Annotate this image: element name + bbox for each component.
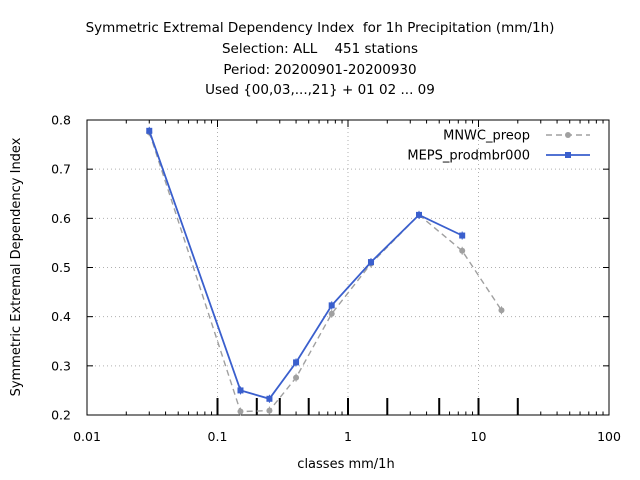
data-point bbox=[266, 407, 273, 414]
grid bbox=[87, 120, 609, 415]
data-point bbox=[498, 307, 505, 314]
y-tick-label: 0.4 bbox=[51, 309, 71, 324]
x-tick-label: 0.01 bbox=[73, 429, 101, 444]
data-point bbox=[328, 310, 335, 317]
chart-title-line-2: Selection: ALL 451 stations bbox=[221, 41, 419, 57]
data-point bbox=[237, 408, 244, 415]
x-axis-label: classes mm/1h bbox=[297, 457, 394, 472]
y-tick-label: 0.2 bbox=[51, 408, 71, 423]
data-point bbox=[293, 374, 300, 381]
y-axis-label: Symmetric Extremal Dependency Index bbox=[9, 137, 24, 396]
legend-label-1: MEPS_prodmbr000 bbox=[407, 149, 530, 164]
x-tick-label: 10 bbox=[471, 429, 487, 444]
data-point bbox=[237, 387, 244, 394]
chart-title-line-4: Used {00,03,...,21} + 01 02 ... 09 bbox=[205, 82, 435, 98]
legend-marker-0 bbox=[565, 132, 571, 138]
series-line-0 bbox=[148, 132, 503, 413]
x-tick-label: 100 bbox=[597, 429, 621, 444]
x-tick-label: 1 bbox=[344, 429, 352, 444]
data-point bbox=[293, 359, 300, 366]
class-markers bbox=[216, 398, 519, 415]
chart-title-line-1: Symmetric Extremal Dependency Index for … bbox=[85, 20, 555, 36]
data-point bbox=[266, 395, 273, 402]
y-tick-label: 0.8 bbox=[51, 113, 71, 128]
series-line-1 bbox=[148, 130, 463, 400]
legend-marker-1 bbox=[565, 152, 571, 158]
y-tick-label: 0.6 bbox=[51, 211, 71, 226]
axis-ticks: 0.2 0.3 0.4 0.5 0.6 0.7 0.8 0.01 0.1 1 10 100 bbox=[51, 113, 621, 445]
y-tick-label: 0.7 bbox=[51, 162, 71, 177]
data-point bbox=[367, 259, 374, 266]
data-point bbox=[416, 211, 423, 218]
legend-label-0: MNWC_preop bbox=[443, 129, 530, 144]
y-tick-label: 0.5 bbox=[51, 260, 71, 275]
x-tick-label: 0.1 bbox=[208, 429, 228, 444]
legend: MNWC_preop MEPS_prodmbr000 bbox=[407, 129, 590, 164]
data-point bbox=[459, 232, 466, 239]
data-point bbox=[459, 247, 466, 254]
chart-title-line-3: Period: 20200901-20200930 bbox=[223, 62, 417, 78]
data-point bbox=[328, 302, 335, 309]
series-layer bbox=[146, 126, 505, 416]
y-tick-label: 0.3 bbox=[51, 358, 71, 373]
data-point bbox=[146, 127, 153, 134]
